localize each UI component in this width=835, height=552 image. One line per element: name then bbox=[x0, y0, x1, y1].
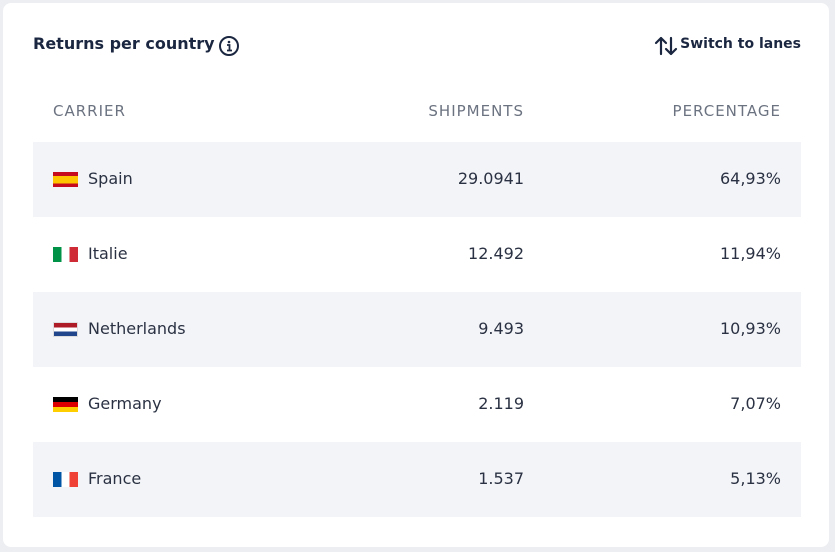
country-name: France bbox=[88, 469, 142, 488]
country-name: Netherlands bbox=[88, 319, 186, 338]
table-row: France 1.537 5,13% bbox=[33, 442, 801, 517]
flag bbox=[53, 397, 78, 412]
card: Returns per country Switch to lanes CARR… bbox=[3, 3, 829, 547]
column-header: SHIPMENTS bbox=[428, 102, 524, 120]
card-title: Returns per country bbox=[33, 34, 215, 53]
percentage: 5,13% bbox=[730, 469, 781, 488]
percentage: 64,93% bbox=[719, 169, 781, 188]
percentage: 7,07% bbox=[730, 394, 781, 413]
flag bbox=[53, 172, 78, 187]
shipments: 1.537 bbox=[478, 469, 524, 488]
table-row: Italie 12.492 11,94% bbox=[33, 217, 801, 292]
flag bbox=[53, 247, 78, 262]
flag bbox=[53, 472, 78, 487]
swap-icon[interactable] bbox=[654, 35, 678, 57]
table-row: Germany 2.119 7,07% bbox=[33, 367, 801, 442]
shipments: 12.492 bbox=[468, 244, 524, 263]
country-name: Italie bbox=[88, 244, 128, 263]
table-row: Spain 29.0941 64,93% bbox=[33, 142, 801, 217]
shipments: 9.493 bbox=[478, 319, 524, 338]
country-name: Spain bbox=[88, 169, 133, 188]
column-header: CARRIER bbox=[53, 102, 126, 120]
switch-to-lanes[interactable]: Switch to lanes bbox=[680, 36, 801, 52]
flag bbox=[53, 322, 78, 337]
column-header: PERCENTAGE bbox=[672, 102, 781, 120]
percentage: 11,94% bbox=[719, 244, 781, 263]
shipments: 2.119 bbox=[478, 394, 524, 413]
info-icon[interactable] bbox=[218, 35, 240, 57]
percentage: 10,93% bbox=[719, 319, 781, 338]
shipments: 29.0941 bbox=[457, 169, 524, 188]
country-name: Germany bbox=[88, 394, 162, 413]
table-row: Netherlands 9.493 10,93% bbox=[33, 292, 801, 367]
